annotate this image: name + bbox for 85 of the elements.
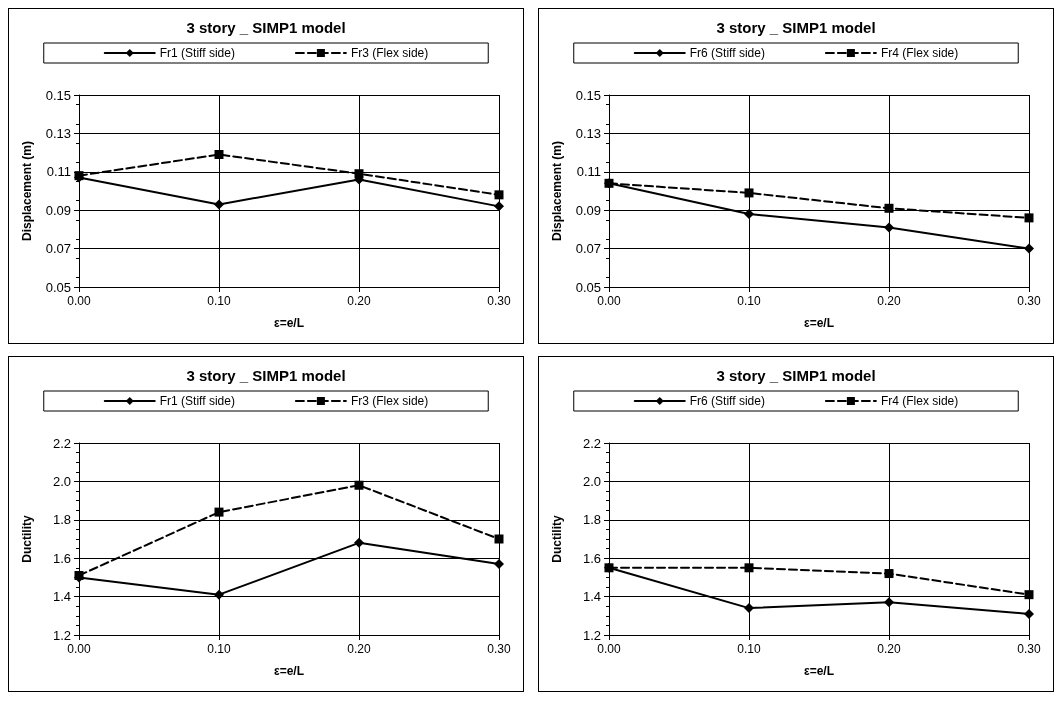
x-axis-title: ε=e/L <box>273 664 305 678</box>
point <box>494 201 504 212</box>
y-axis-title: Ductility <box>550 515 564 563</box>
y-tick-label: 1.6 <box>52 550 71 566</box>
point <box>744 188 754 198</box>
y-tick-label: 0.13 <box>575 125 601 141</box>
point <box>494 558 504 569</box>
point <box>354 537 364 548</box>
x-tick-label: 0.10 <box>737 642 761 656</box>
point <box>884 569 894 579</box>
y-tick-label: 0.07 <box>45 241 71 257</box>
point <box>604 178 614 188</box>
point <box>1024 213 1034 223</box>
y-axis-title: Ductility <box>20 515 34 563</box>
x-tick-label: 0.10 <box>207 294 231 308</box>
point <box>744 603 754 614</box>
x-tick-label: 0.20 <box>347 294 371 308</box>
legend-label: Fr1 (Stiff side) <box>159 394 235 408</box>
legend-label: Fr6 (Stiff side) <box>689 394 765 408</box>
legend-label: Fr6 (Stiff side) <box>689 46 765 60</box>
point <box>744 209 754 220</box>
y-tick-label: 0.11 <box>576 164 601 180</box>
point <box>884 597 894 608</box>
y-tick-label: 1.8 <box>52 512 71 528</box>
point <box>604 563 614 573</box>
point <box>884 222 894 233</box>
point <box>354 169 364 179</box>
y-tick-label: 0.09 <box>45 202 71 218</box>
y-tick-label: 1.2 <box>52 627 71 643</box>
x-tick-label: 0.00 <box>67 642 91 656</box>
y-tick-label: 1.2 <box>582 627 601 643</box>
point <box>214 150 224 160</box>
y-tick-label: 1.8 <box>582 512 601 528</box>
x-tick-label: 0.20 <box>877 294 901 308</box>
x-tick-label: 0.30 <box>487 642 511 656</box>
legend-label: Fr1 (Stiff side) <box>159 46 235 60</box>
point <box>884 203 894 213</box>
y-tick-label: 1.4 <box>52 589 71 605</box>
y-tick-label: 0.09 <box>575 202 601 218</box>
y-axis-title: Displacement (m) <box>550 140 564 242</box>
y-tick-label: 0.07 <box>575 241 601 257</box>
y-tick-label: 0.15 <box>45 87 71 103</box>
point <box>494 190 504 200</box>
y-axis-title: Displacement (m) <box>20 140 34 242</box>
x-axis-title: ε=e/L <box>273 316 305 330</box>
chart-title: 3 story _ SIMP1 model <box>716 19 876 36</box>
chart-title: 3 story _ SIMP1 model <box>716 367 876 384</box>
point <box>1024 590 1034 600</box>
legend-label: Fr4 (Flex side) <box>880 394 959 408</box>
y-tick-label: 2.2 <box>52 435 71 451</box>
x-tick-label: 0.00 <box>597 642 621 656</box>
x-tick-label: 0.20 <box>347 642 371 656</box>
point <box>354 480 364 490</box>
y-tick-label: 1.6 <box>582 550 601 566</box>
x-tick-label: 0.30 <box>1017 294 1041 308</box>
y-tick-label: 2.0 <box>52 473 71 489</box>
point <box>744 563 754 573</box>
x-tick-label: 0.10 <box>207 642 231 656</box>
y-tick-label: 0.05 <box>45 279 71 295</box>
x-tick-label: 0.00 <box>67 294 91 308</box>
point <box>1024 243 1034 254</box>
chart-title: 3 story _ SIMP1 model <box>186 19 346 36</box>
y-tick-label: 0.05 <box>575 279 601 295</box>
point <box>214 589 224 600</box>
legend-label: Fr4 (Flex side) <box>880 46 959 60</box>
chart-title: 3 story _ SIMP1 model <box>186 367 346 384</box>
y-tick-label: 0.15 <box>575 87 601 103</box>
point <box>1024 608 1034 619</box>
x-tick-label: 0.30 <box>487 294 511 308</box>
x-tick-label: 0.10 <box>737 294 761 308</box>
y-tick-label: 1.4 <box>582 589 601 605</box>
y-tick-label: 0.11 <box>46 164 71 180</box>
point <box>214 199 224 210</box>
point <box>214 507 224 517</box>
legend-label: Fr3 (Flex side) <box>350 394 429 408</box>
x-tick-label: 0.00 <box>597 294 621 308</box>
x-tick-label: 0.20 <box>877 642 901 656</box>
x-tick-label: 0.30 <box>1017 642 1041 656</box>
point <box>494 534 504 544</box>
y-tick-label: 2.2 <box>582 435 601 451</box>
x-axis-title: ε=e/L <box>803 316 835 330</box>
y-tick-label: 2.0 <box>582 473 601 489</box>
x-axis-title: ε=e/L <box>803 664 835 678</box>
y-tick-label: 0.13 <box>45 125 71 141</box>
legend-label: Fr3 (Flex side) <box>350 46 429 60</box>
